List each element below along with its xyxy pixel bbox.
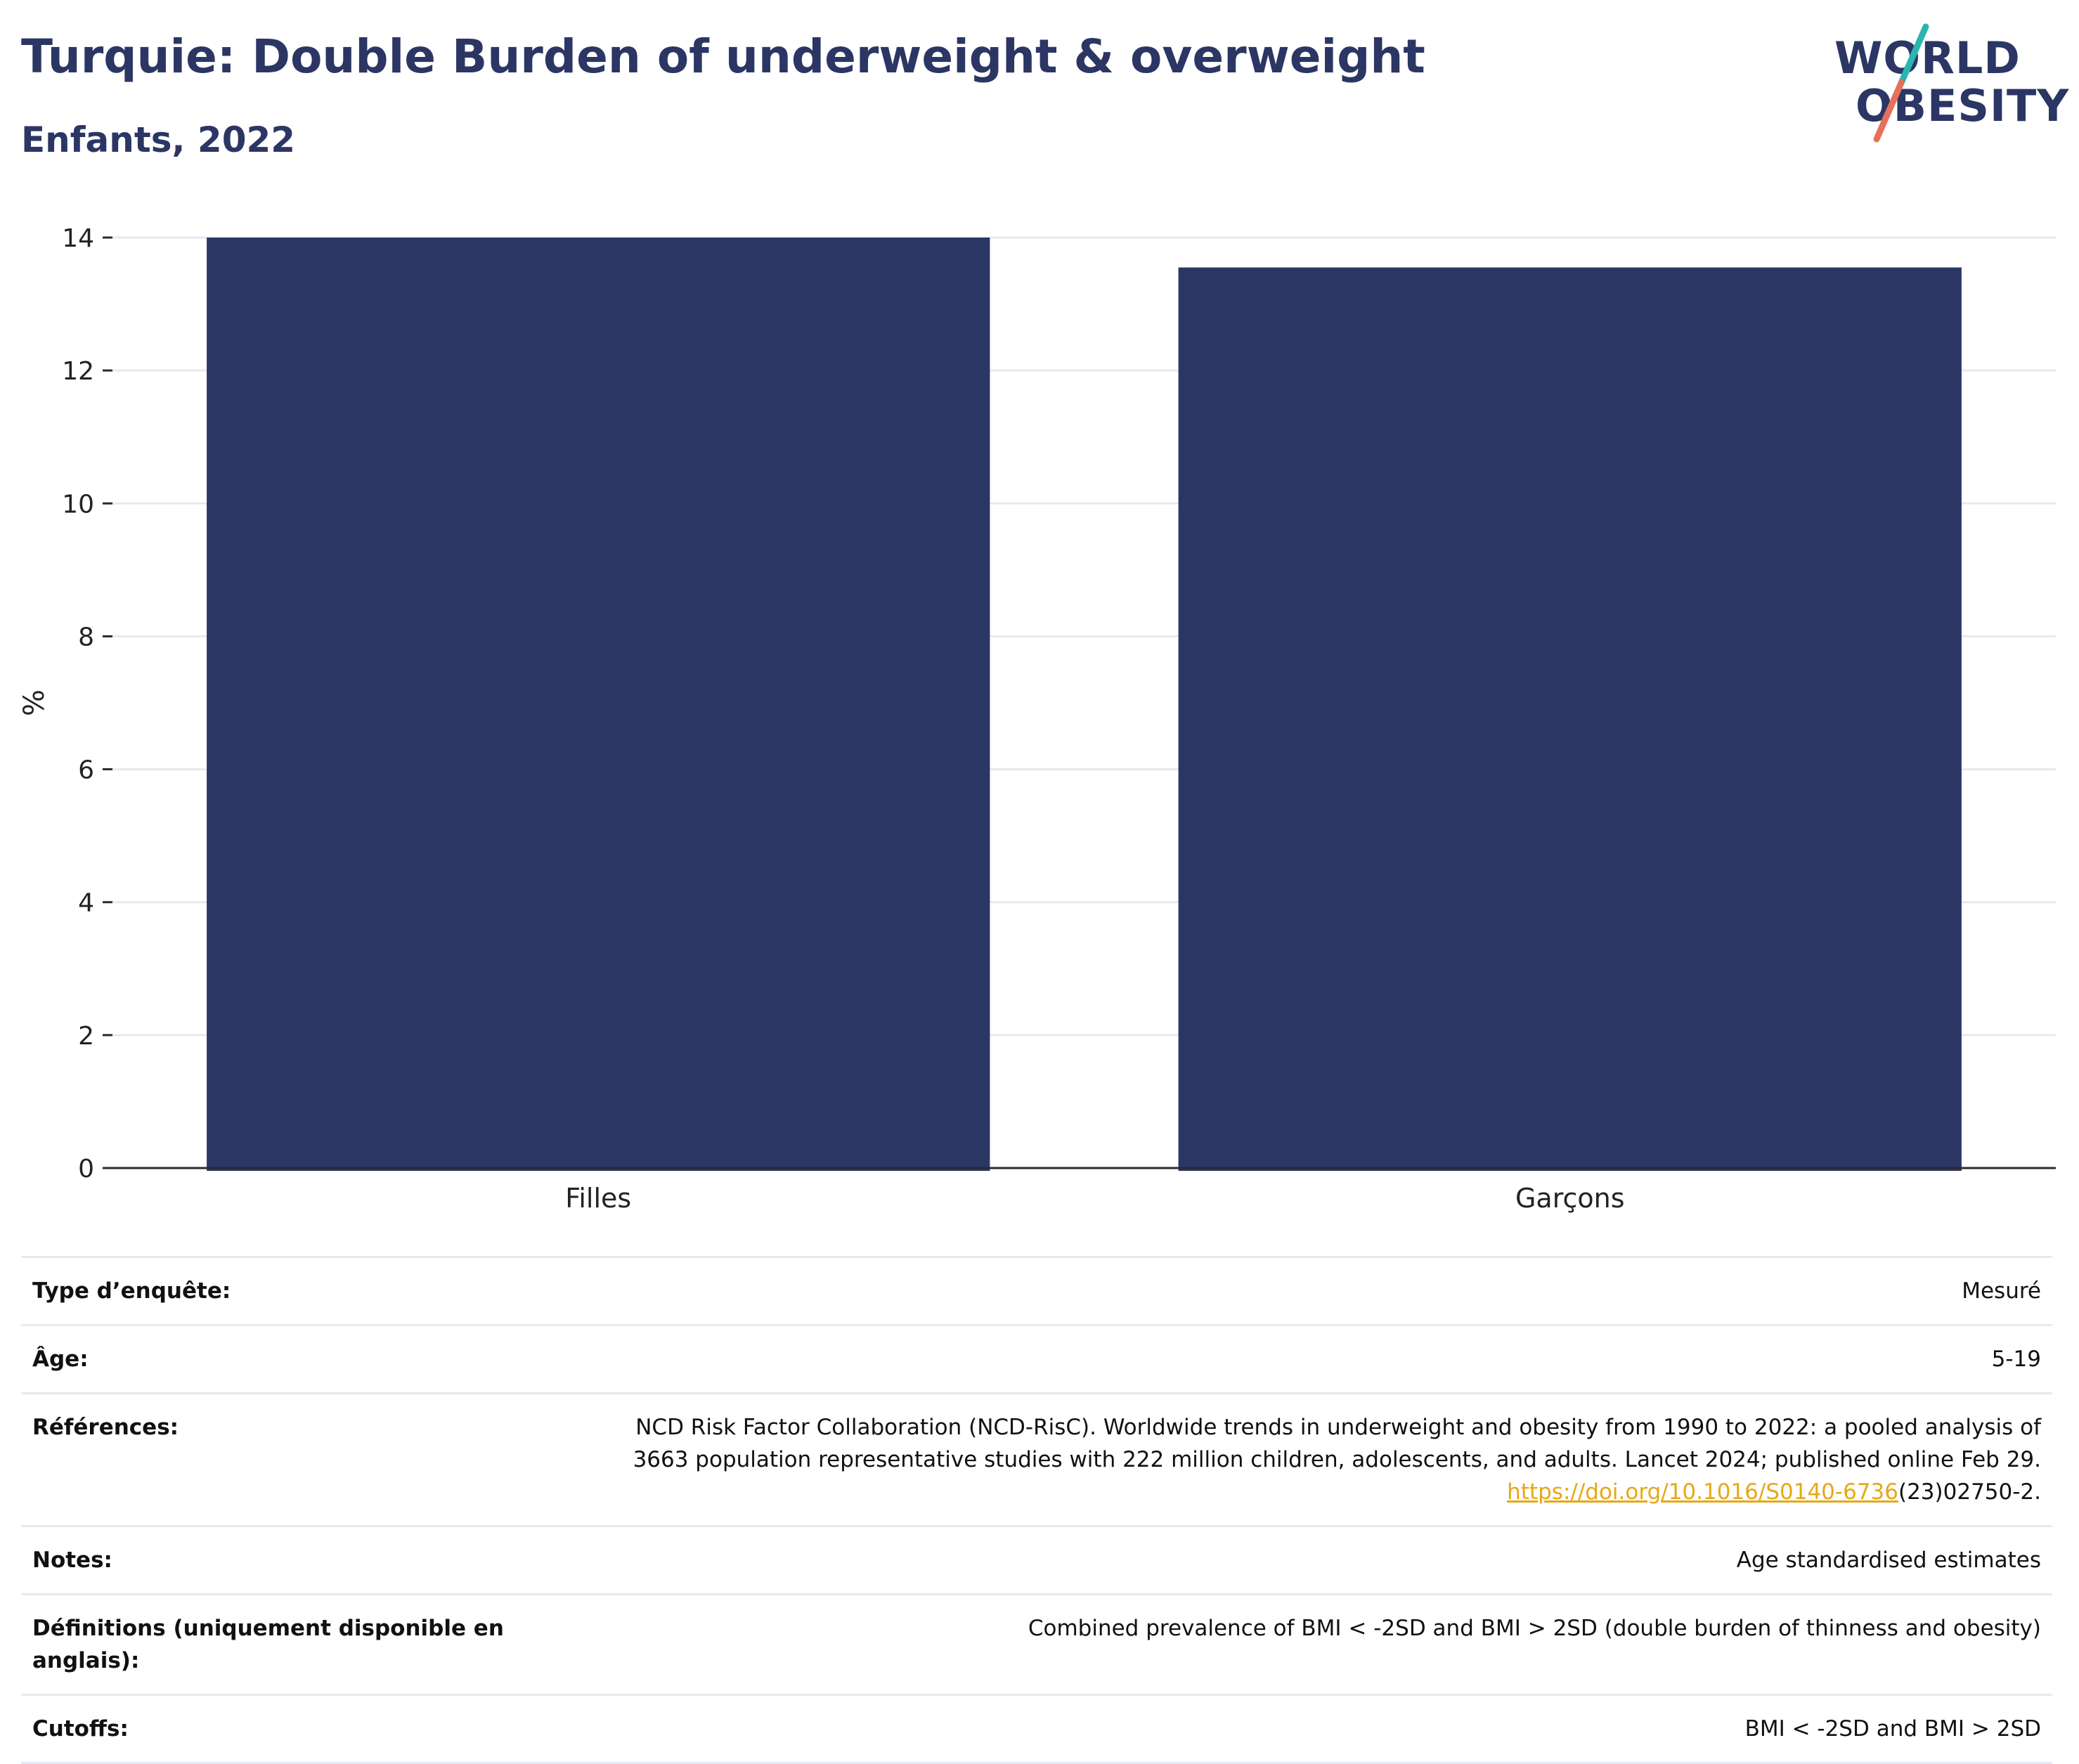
survey-type-value: Mesuré [522,1256,2052,1326]
cutoffs-label: Cutoffs: [21,1694,522,1764]
references-line-1: NCD Risk Factor Collaboration (NCD-RisC)… [635,1415,2041,1440]
world-obesity-logo: WORLD OBESITY [1834,21,2068,148]
info-row-notes: Notes: Age standardised estimates [21,1525,2052,1595]
age-label: Âge: [21,1324,522,1394]
info-row-age: Âge: 5-19 [21,1324,2052,1394]
bars [207,238,1962,1171]
logo-line-world: WORLD [1834,32,2021,84]
references-doi-suffix: (23)02750-2. [1898,1479,2041,1505]
info-row-survey-type: Type d’enquête: Mesuré [21,1256,2052,1326]
y-tick-label: 14 [62,224,94,253]
y-tick-label: 6 [78,756,94,785]
survey-type-label: Type d’enquête: [21,1256,522,1326]
bar-chart: 0 2 4 6 8 10 12 14 Filles Garçons% [18,224,2056,1214]
y-axis-title: % [18,689,51,716]
info-row-references: Références: NCD Risk Factor Collaboratio… [21,1392,2052,1527]
y-tick-label: 0 [78,1155,94,1183]
references-label: Références: [21,1392,522,1527]
y-tick-label: 12 [62,357,94,386]
info-table: Type d’enquête: Mesuré Âge: 5-19 Référen… [21,1256,2052,1764]
references-line-2: 3663 population representative studies w… [633,1447,2041,1472]
definitions-value: Combined prevalence of BMI < -2SD and BM… [522,1593,2052,1696]
info-row-definitions: Définitions (uniquement disponible en an… [21,1593,2052,1696]
notes-value: Age standardised estimates [522,1525,2052,1595]
age-value: 5-19 [522,1324,2052,1394]
y-tick-label: 8 [78,623,94,651]
logo-slash-icon [1873,23,1929,143]
bar-filles [207,238,990,1171]
references-value: NCD Risk Factor Collaboration (NCD-RisC)… [522,1392,2052,1527]
bar-garçons [1178,267,1962,1171]
page-subtitle: Enfants, 2022 [21,119,296,160]
page-title: Turquie: Double Burden of underweight & … [21,30,1425,84]
axes: Filles Garçons% [18,689,2056,1214]
info-row-cutoffs: Cutoffs: BMI < -2SD and BMI > 2SD [21,1694,2052,1764]
cutoffs-value: BMI < -2SD and BMI > 2SD [522,1694,2052,1764]
y-tick-label: 4 [78,889,94,918]
y-tick-label: 2 [78,1022,94,1051]
definitions-label: Définitions (uniquement disponible en an… [21,1593,522,1696]
x-tick-label: Garçons [1515,1183,1625,1214]
x-tick-label: Filles [565,1183,631,1214]
references-doi-link[interactable]: https://doi.org/10.1016/S0140-6736 [1507,1479,1898,1505]
notes-label: Notes: [21,1525,522,1595]
y-tick-label: 10 [62,490,94,519]
